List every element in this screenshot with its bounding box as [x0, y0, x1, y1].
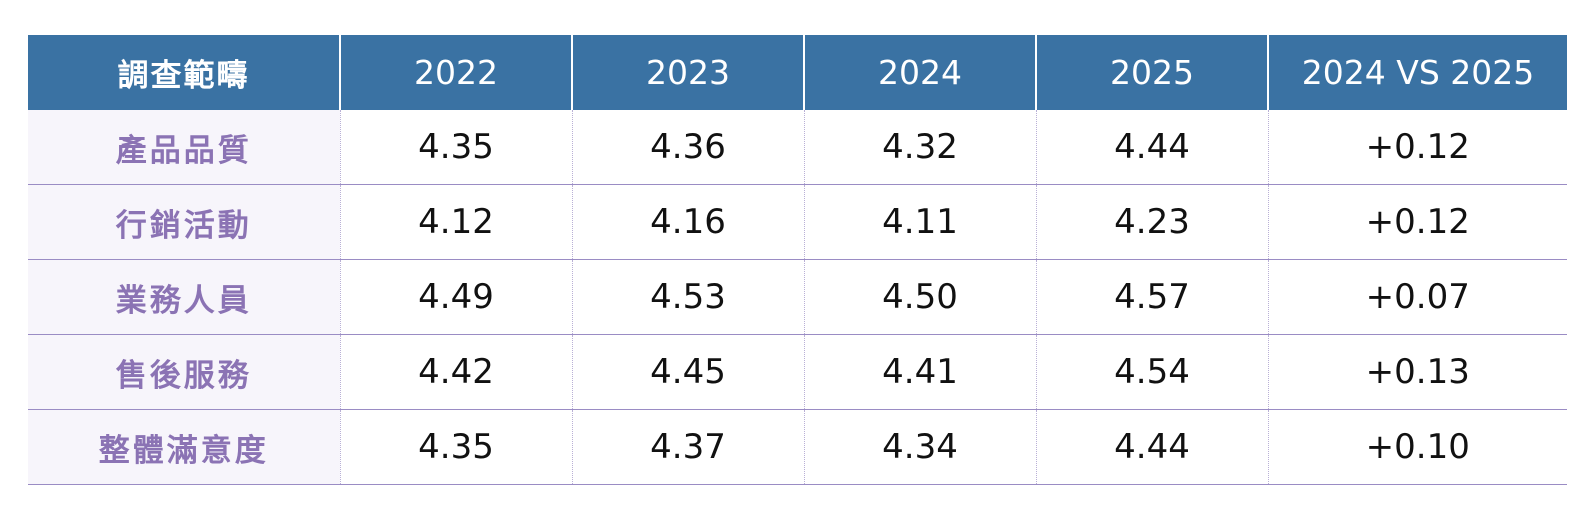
- change-cell: +0.12: [1267, 110, 1567, 185]
- value-cell: 4.42: [339, 334, 572, 410]
- value-cell: 4.37: [571, 409, 804, 485]
- value-cell: 4.44: [1035, 110, 1268, 185]
- category-cell: 售後服務: [28, 334, 340, 410]
- category-cell: 整體滿意度: [28, 409, 340, 485]
- table-row: 產品品質 4.35 4.36 4.32 4.44 +0.12: [28, 110, 1567, 185]
- category-cell: 行銷活動: [28, 184, 340, 260]
- value-cell: 4.44: [1035, 409, 1268, 485]
- table-body: 產品品質 4.35 4.36 4.32 4.44 +0.12 行銷活動 4.12…: [28, 110, 1567, 485]
- value-cell: 4.53: [571, 259, 804, 335]
- table-row: 整體滿意度 4.35 4.37 4.34 4.44 +0.10: [28, 409, 1567, 485]
- value-cell: 4.35: [339, 409, 572, 485]
- value-cell: 4.11: [803, 184, 1036, 260]
- satisfaction-table: 調查範疇 2022 2023 2024 2025 2024 VS 2025 產品…: [28, 35, 1567, 485]
- value-cell: 4.45: [571, 334, 804, 410]
- value-cell: 4.12: [339, 184, 572, 260]
- header-2023: 2023: [571, 35, 804, 110]
- header-category: 調查範疇: [28, 35, 340, 110]
- value-cell: 4.35: [339, 110, 572, 185]
- value-cell: 4.34: [803, 409, 1036, 485]
- value-cell: 4.23: [1035, 184, 1268, 260]
- change-cell: +0.10: [1267, 409, 1567, 485]
- value-cell: 4.36: [571, 110, 804, 185]
- value-cell: 4.41: [803, 334, 1036, 410]
- header-row: 調查範疇 2022 2023 2024 2025 2024 VS 2025: [28, 35, 1567, 110]
- table-row: 售後服務 4.42 4.45 4.41 4.54 +0.13: [28, 334, 1567, 410]
- table-row: 行銷活動 4.12 4.16 4.11 4.23 +0.12: [28, 184, 1567, 260]
- header-change: 2024 VS 2025: [1267, 35, 1567, 110]
- table-header: 調查範疇 2022 2023 2024 2025 2024 VS 2025: [28, 35, 1567, 110]
- category-cell: 業務人員: [28, 259, 340, 335]
- value-cell: 4.16: [571, 184, 804, 260]
- value-cell: 4.50: [803, 259, 1036, 335]
- value-cell: 4.49: [339, 259, 572, 335]
- header-2025: 2025: [1035, 35, 1268, 110]
- change-cell: +0.12: [1267, 184, 1567, 260]
- table-row: 業務人員 4.49 4.53 4.50 4.57 +0.07: [28, 259, 1567, 335]
- header-2022: 2022: [339, 35, 572, 110]
- value-cell: 4.57: [1035, 259, 1268, 335]
- change-cell: +0.13: [1267, 334, 1567, 410]
- change-cell: +0.07: [1267, 259, 1567, 335]
- category-cell: 產品品質: [28, 110, 340, 185]
- value-cell: 4.54: [1035, 334, 1268, 410]
- value-cell: 4.32: [803, 110, 1036, 185]
- header-2024: 2024: [803, 35, 1036, 110]
